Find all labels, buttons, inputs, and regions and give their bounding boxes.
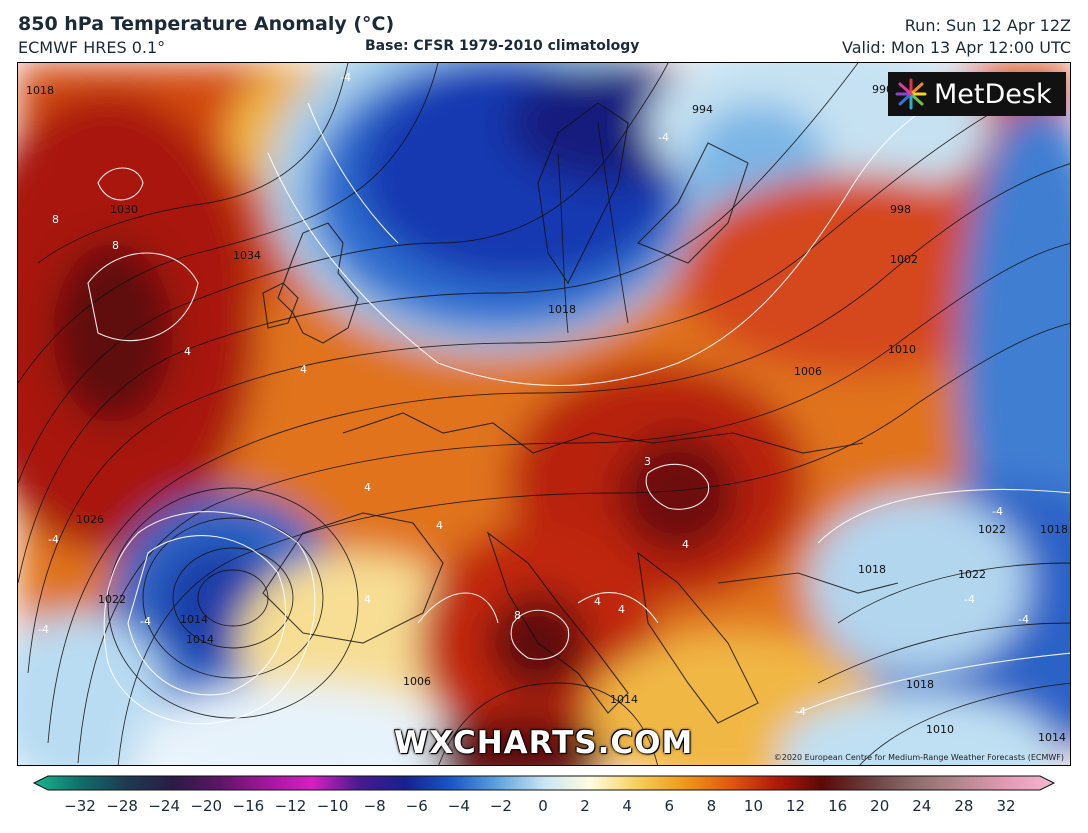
- isobar-label: 1014: [186, 633, 214, 646]
- isobar-label: 1018: [1040, 523, 1068, 536]
- isobar-label: 1030: [110, 203, 138, 216]
- colorbar: [0, 773, 1088, 833]
- isobar-label: 1026: [76, 513, 104, 526]
- colorbar-tick: 0: [538, 797, 548, 815]
- copyright: ©2020 European Centre for Medium-Range W…: [773, 753, 1064, 762]
- isobar-label: 994: [692, 103, 713, 116]
- colorbar-tick: 8: [706, 797, 717, 815]
- isobar-label: 1002: [890, 253, 918, 266]
- colorbar-tick: 16: [828, 797, 848, 815]
- isobar-label: 1010: [926, 723, 954, 736]
- colorbar-tick: 32: [996, 797, 1016, 815]
- anomaly-label: -4: [795, 705, 806, 718]
- colorbar-tick: −2: [489, 797, 512, 815]
- anomaly-label: -4: [140, 615, 151, 628]
- isobar-label: 1022: [978, 523, 1006, 536]
- anomaly-label: 4: [364, 481, 371, 494]
- colorbar-tick: 12: [785, 797, 806, 815]
- model-name: ECMWF HRES 0.1°: [18, 38, 166, 57]
- anomaly-label: 4: [436, 519, 443, 532]
- colorbar-tick: 28: [954, 797, 974, 815]
- isobar-labels: 1018 1030 1034 1026 1022 1014 1010 1006 1002 998 9…: [26, 83, 1068, 744]
- anomaly-label: -4: [38, 623, 49, 636]
- colorbar-tick: 10: [743, 797, 763, 815]
- isobar-label: 1018: [26, 84, 54, 97]
- colorbar-tick: 4: [622, 797, 632, 815]
- anomaly-label: 4: [300, 363, 307, 376]
- colorbar-gradient: [32, 775, 1056, 791]
- isobar-label: 1022: [98, 593, 126, 606]
- colorbar-tick: −16: [232, 797, 265, 815]
- valid-time: Valid: Mon 13 Apr 12:00 UTC: [842, 38, 1071, 57]
- anomaly-label: 4: [594, 595, 601, 608]
- isobar-label: 1006: [403, 675, 431, 688]
- anomaly-label: 3: [644, 455, 651, 468]
- colorbar-tick: −32: [64, 797, 96, 815]
- color-burst-icon: [895, 78, 927, 110]
- anomaly-label: 8: [112, 239, 119, 252]
- isobar-label: 1018: [548, 303, 576, 316]
- isobar-label: 1018: [858, 563, 886, 576]
- colorbar-tick: 2: [580, 797, 590, 815]
- isobar-label: 1018: [906, 678, 934, 691]
- watermark: WXCHARTS.COM: [394, 725, 694, 761]
- isobar-label: 998: [890, 203, 911, 216]
- anomaly-label: -4: [964, 593, 975, 606]
- coastlines: [262, 102, 899, 724]
- anomaly-label: 8: [514, 609, 521, 622]
- isobar-label: 1014: [610, 693, 638, 706]
- colorbar-tick: −20: [190, 797, 223, 815]
- anomaly-contours: [87, 82, 1070, 725]
- isobars: [18, 63, 1070, 765]
- run-time: Run: Sun 12 Apr 12Z: [904, 16, 1071, 35]
- climatology-base: Base: CFSR 1979-2010 climatology: [365, 38, 640, 54]
- anomaly-label: 4: [364, 593, 371, 606]
- anomaly-label: -4: [340, 71, 351, 84]
- anomaly-label: 8: [52, 213, 59, 226]
- anomaly-label: -4: [140, 615, 151, 628]
- anomaly-label: -4: [1018, 613, 1029, 626]
- anomaly-label: 4: [184, 345, 191, 358]
- colorbar-tick: 20: [870, 797, 890, 815]
- colorbar-tick: −12: [274, 797, 307, 815]
- anomaly-label: 4: [682, 538, 689, 551]
- chart-title: 850 hPa Temperature Anomaly (°C): [18, 13, 395, 35]
- isobar-label: 1010: [888, 343, 916, 356]
- anomaly-field: [18, 63, 1070, 765]
- logo-text: MetDesk: [934, 78, 1052, 110]
- isobar-label: 1022: [958, 568, 986, 581]
- anomaly-label: -4: [658, 131, 669, 144]
- anomaly-label: -4: [992, 505, 1003, 518]
- colorbar-tick: 24: [912, 797, 932, 815]
- isobar-label: 1014: [180, 613, 208, 626]
- colorbar-tick: −4: [447, 797, 470, 815]
- isobar-label: 1006: [794, 365, 822, 378]
- anomaly-label: 4: [618, 603, 625, 616]
- isobar-label: 990: [872, 83, 893, 96]
- metdesk-logo: MetDesk: [888, 72, 1066, 116]
- colorbar-tick: −10: [316, 797, 349, 815]
- isobar-label: 1014: [1038, 731, 1066, 744]
- anomaly-map: 1018 1030 1034 1026 1022 1014 1010 1006 1002 998 9…: [17, 62, 1071, 766]
- colorbar-tick: −28: [106, 797, 138, 815]
- isobar-label: 1034: [233, 249, 261, 262]
- colorbar-tick: −8: [363, 797, 386, 815]
- colorbar-tick: −24: [148, 797, 180, 815]
- anomaly-label: -4: [48, 533, 59, 546]
- colorbar-tick: 6: [664, 797, 675, 815]
- colorbar-tick: −6: [405, 797, 428, 815]
